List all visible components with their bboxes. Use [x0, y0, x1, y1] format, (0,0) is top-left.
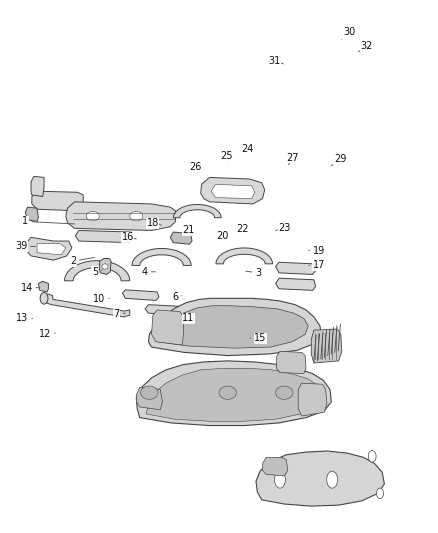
Text: 14: 14 — [21, 282, 40, 293]
Text: 30: 30 — [342, 27, 356, 39]
Polygon shape — [276, 351, 306, 374]
Ellipse shape — [327, 471, 338, 488]
Polygon shape — [32, 191, 83, 211]
Polygon shape — [201, 177, 265, 204]
Ellipse shape — [219, 386, 237, 399]
Polygon shape — [41, 294, 130, 317]
Polygon shape — [152, 310, 184, 345]
Text: 29: 29 — [331, 155, 346, 166]
Polygon shape — [170, 232, 192, 244]
Polygon shape — [99, 259, 111, 274]
Polygon shape — [136, 387, 162, 410]
Polygon shape — [37, 244, 66, 255]
Text: 16: 16 — [121, 232, 136, 243]
Ellipse shape — [40, 293, 48, 304]
Text: 26: 26 — [189, 162, 201, 172]
Polygon shape — [75, 230, 133, 243]
Text: 19: 19 — [309, 246, 325, 256]
Text: 4: 4 — [142, 267, 155, 277]
Text: 27: 27 — [286, 153, 298, 165]
Text: 31: 31 — [268, 56, 283, 66]
Polygon shape — [39, 281, 48, 292]
Text: 11: 11 — [182, 313, 194, 324]
Polygon shape — [132, 248, 191, 265]
Polygon shape — [256, 451, 385, 506]
Text: 7: 7 — [113, 309, 125, 319]
Polygon shape — [298, 383, 327, 416]
Polygon shape — [146, 368, 322, 421]
Text: 20: 20 — [216, 231, 229, 241]
Ellipse shape — [275, 471, 286, 488]
Polygon shape — [311, 329, 342, 363]
Text: 39: 39 — [15, 241, 35, 252]
Polygon shape — [276, 278, 316, 290]
Polygon shape — [66, 202, 176, 230]
Ellipse shape — [276, 386, 293, 399]
Text: 10: 10 — [93, 294, 110, 304]
Polygon shape — [276, 262, 316, 274]
Ellipse shape — [377, 488, 384, 499]
Text: 3: 3 — [246, 268, 261, 278]
Text: 18: 18 — [147, 218, 162, 228]
Text: 25: 25 — [221, 151, 233, 161]
Polygon shape — [122, 290, 159, 301]
Text: 32: 32 — [358, 42, 373, 52]
Text: 15: 15 — [250, 333, 267, 343]
Polygon shape — [148, 298, 321, 356]
Polygon shape — [27, 237, 72, 260]
Text: 6: 6 — [173, 292, 182, 302]
Polygon shape — [173, 205, 221, 217]
Ellipse shape — [130, 212, 143, 221]
Ellipse shape — [102, 264, 108, 269]
Text: 22: 22 — [236, 224, 248, 235]
Polygon shape — [25, 207, 39, 221]
Polygon shape — [211, 184, 254, 199]
Polygon shape — [262, 457, 288, 476]
Polygon shape — [64, 261, 130, 281]
Text: 17: 17 — [309, 261, 325, 270]
Text: 23: 23 — [276, 223, 290, 233]
Polygon shape — [31, 176, 44, 197]
Text: 12: 12 — [39, 329, 55, 340]
Text: 1: 1 — [22, 216, 75, 227]
Ellipse shape — [368, 450, 376, 462]
Text: 13: 13 — [16, 313, 32, 324]
Polygon shape — [157, 306, 308, 348]
Polygon shape — [145, 305, 181, 316]
Text: 21: 21 — [182, 225, 195, 236]
Text: 2: 2 — [70, 256, 95, 266]
Polygon shape — [136, 361, 331, 425]
Text: 24: 24 — [241, 144, 254, 154]
Text: 5: 5 — [92, 267, 102, 277]
Ellipse shape — [86, 212, 99, 221]
Polygon shape — [216, 248, 272, 264]
Ellipse shape — [141, 386, 158, 399]
